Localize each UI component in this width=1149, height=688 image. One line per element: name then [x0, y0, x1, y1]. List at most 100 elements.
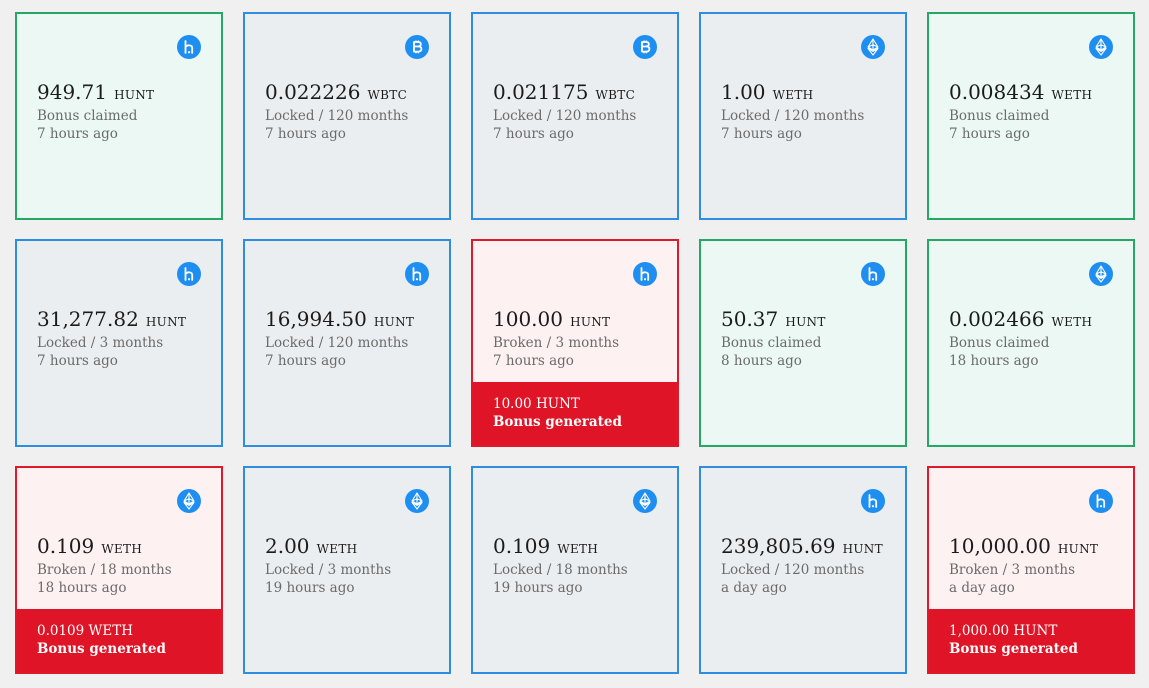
- amount-line: 100.00 HUNT: [493, 307, 619, 334]
- asset-card-locked[interactable]: 31,277.82 HUNT Locked / 3 months 7 hours…: [15, 239, 223, 447]
- asset-amount: 239,805.69: [721, 534, 836, 558]
- timestamp: 18 hours ago: [949, 353, 1039, 369]
- bonus-banner: 1,000.00 HUNT Bonus generated: [929, 609, 1133, 672]
- timestamp: 7 hours ago: [493, 126, 574, 142]
- asset-amount: 0.002466: [949, 307, 1045, 331]
- asset-amount: 2.00: [265, 534, 310, 558]
- lock-status: Bonus claimed: [37, 108, 138, 124]
- asset-symbol: HUNT: [145, 315, 187, 329]
- asset-info: 2.00 WETH Locked / 3 months 19 hours ago: [265, 534, 391, 597]
- asset-info: 0.021175 WBTC Locked / 120 months 7 hour…: [493, 80, 636, 143]
- lock-status: Locked / 120 months: [265, 108, 409, 124]
- amount-line: 50.37 HUNT: [721, 307, 826, 334]
- hunt-icon: [405, 262, 429, 286]
- amount-line: 2.00 WETH: [265, 534, 391, 561]
- amount-line: 0.002466 WETH: [949, 307, 1092, 334]
- bonus-label: Bonus generated: [37, 641, 166, 657]
- asset-card-locked[interactable]: 2.00 WETH Locked / 3 months 19 hours ago: [243, 466, 451, 674]
- asset-info: 0.008434 WETH Bonus claimed 7 hours ago: [949, 80, 1092, 143]
- asset-symbol: WBTC: [595, 88, 636, 102]
- asset-symbol: WETH: [1051, 315, 1093, 329]
- timestamp: 7 hours ago: [949, 126, 1030, 142]
- asset-card-broken[interactable]: 100.00 HUNT Broken / 3 months 7 hours ag…: [471, 239, 679, 447]
- asset-amount: 10,000.00: [949, 534, 1051, 558]
- asset-amount: 0.022226: [265, 80, 361, 104]
- hunt-icon: [633, 262, 657, 286]
- lock-status: Locked / 120 months: [721, 562, 865, 578]
- asset-symbol: HUNT: [373, 315, 415, 329]
- amount-line: 0.008434 WETH: [949, 80, 1092, 107]
- asset-info: 10,000.00 HUNT Broken / 3 months a day a…: [949, 534, 1098, 597]
- amount-line: 16,994.50 HUNT: [265, 307, 414, 334]
- timestamp: 8 hours ago: [721, 353, 802, 369]
- asset-amount: 0.021175: [493, 80, 589, 104]
- asset-info: 0.002466 WETH Bonus claimed 18 hours ago: [949, 307, 1092, 370]
- asset-info: 31,277.82 HUNT Locked / 3 months 7 hours…: [37, 307, 186, 370]
- asset-amount: 16,994.50: [265, 307, 367, 331]
- asset-amount: 0.109: [493, 534, 551, 558]
- ethereum-icon: [1089, 35, 1113, 59]
- asset-card-locked[interactable]: 1.00 WETH Locked / 120 months 7 hours ag…: [699, 12, 907, 220]
- asset-info: 0.022226 WBTC Locked / 120 months 7 hour…: [265, 80, 408, 143]
- timestamp: a day ago: [949, 580, 1015, 596]
- asset-card-claimed[interactable]: 949.71 HUNT Bonus claimed 7 hours ago: [15, 12, 223, 220]
- ethereum-icon: [177, 489, 201, 513]
- timestamp: 19 hours ago: [493, 580, 583, 596]
- amount-line: 1.00 WETH: [721, 80, 864, 107]
- bitcoin-icon: [633, 35, 657, 59]
- asset-card-locked[interactable]: 0.021175 WBTC Locked / 120 months 7 hour…: [471, 12, 679, 220]
- bonus-label: Bonus generated: [949, 641, 1078, 657]
- timestamp: 7 hours ago: [37, 353, 118, 369]
- lock-status: Broken / 3 months: [949, 562, 1076, 578]
- amount-line: 31,277.82 HUNT: [37, 307, 186, 334]
- lock-status: Locked / 3 months: [265, 562, 392, 578]
- bitcoin-icon: [405, 35, 429, 59]
- lock-status: Locked / 120 months: [721, 108, 865, 124]
- asset-card-claimed[interactable]: 0.002466 WETH Bonus claimed 18 hours ago: [927, 239, 1135, 447]
- asset-card-claimed[interactable]: 50.37 HUNT Bonus claimed 8 hours ago: [699, 239, 907, 447]
- lock-status: Bonus claimed: [949, 335, 1050, 351]
- asset-amount: 31,277.82: [37, 307, 139, 331]
- hunt-icon: [177, 262, 201, 286]
- asset-card-locked[interactable]: 0.022226 WBTC Locked / 120 months 7 hour…: [243, 12, 451, 220]
- amount-line: 949.71 HUNT: [37, 80, 154, 107]
- asset-info: 16,994.50 HUNT Locked / 120 months 7 hou…: [265, 307, 414, 370]
- asset-info: 0.109 WETH Locked / 18 months 19 hours a…: [493, 534, 628, 597]
- timestamp: 7 hours ago: [37, 126, 118, 142]
- asset-amount: 1.00: [721, 80, 766, 104]
- asset-amount: 50.37: [721, 307, 779, 331]
- amount-line: 0.022226 WBTC: [265, 80, 408, 107]
- locked-assets-grid: 949.71 HUNT Bonus claimed 7 hours ago 0.…: [15, 12, 1135, 674]
- asset-info: 239,805.69 HUNT Locked / 120 months a da…: [721, 534, 883, 597]
- lock-status: Locked / 120 months: [493, 108, 637, 124]
- lock-status: Bonus claimed: [721, 335, 822, 351]
- timestamp: 19 hours ago: [265, 580, 355, 596]
- asset-amount: 100.00: [493, 307, 563, 331]
- bonus-banner: 0.0109 WETH Bonus generated: [17, 609, 221, 672]
- asset-card-locked[interactable]: 16,994.50 HUNT Locked / 120 months 7 hou…: [243, 239, 451, 447]
- asset-card-claimed[interactable]: 0.008434 WETH Bonus claimed 7 hours ago: [927, 12, 1135, 220]
- asset-card-locked[interactable]: 239,805.69 HUNT Locked / 120 months a da…: [699, 466, 907, 674]
- bonus-amount: 10.00 HUNT: [493, 396, 580, 412]
- asset-symbol: HUNT: [842, 542, 883, 556]
- hunt-icon: [861, 489, 885, 513]
- asset-symbol: HUNT: [114, 88, 155, 102]
- bonus-label: Bonus generated: [493, 414, 622, 430]
- hunt-icon: [861, 262, 885, 286]
- asset-symbol: WBTC: [367, 88, 408, 102]
- amount-line: 0.109 WETH: [37, 534, 172, 561]
- lock-status: Locked / 120 months: [265, 335, 409, 351]
- asset-card-broken[interactable]: 0.109 WETH Broken / 18 months 18 hours a…: [15, 466, 223, 674]
- lock-status: Locked / 18 months: [493, 562, 628, 578]
- asset-info: 949.71 HUNT Bonus claimed 7 hours ago: [37, 80, 154, 143]
- ethereum-icon: [1089, 262, 1113, 286]
- asset-card-broken[interactable]: 10,000.00 HUNT Broken / 3 months a day a…: [927, 466, 1135, 674]
- bonus-banner: 10.00 HUNT Bonus generated: [473, 382, 677, 445]
- asset-info: 1.00 WETH Locked / 120 months 7 hours ag…: [721, 80, 864, 143]
- asset-amount: 949.71: [37, 80, 107, 104]
- bonus-amount: 1,000.00 HUNT: [949, 623, 1058, 639]
- asset-info: 0.109 WETH Broken / 18 months 18 hours a…: [37, 534, 172, 597]
- timestamp: 7 hours ago: [265, 353, 346, 369]
- asset-card-locked[interactable]: 0.109 WETH Locked / 18 months 19 hours a…: [471, 466, 679, 674]
- asset-amount: 0.008434: [949, 80, 1045, 104]
